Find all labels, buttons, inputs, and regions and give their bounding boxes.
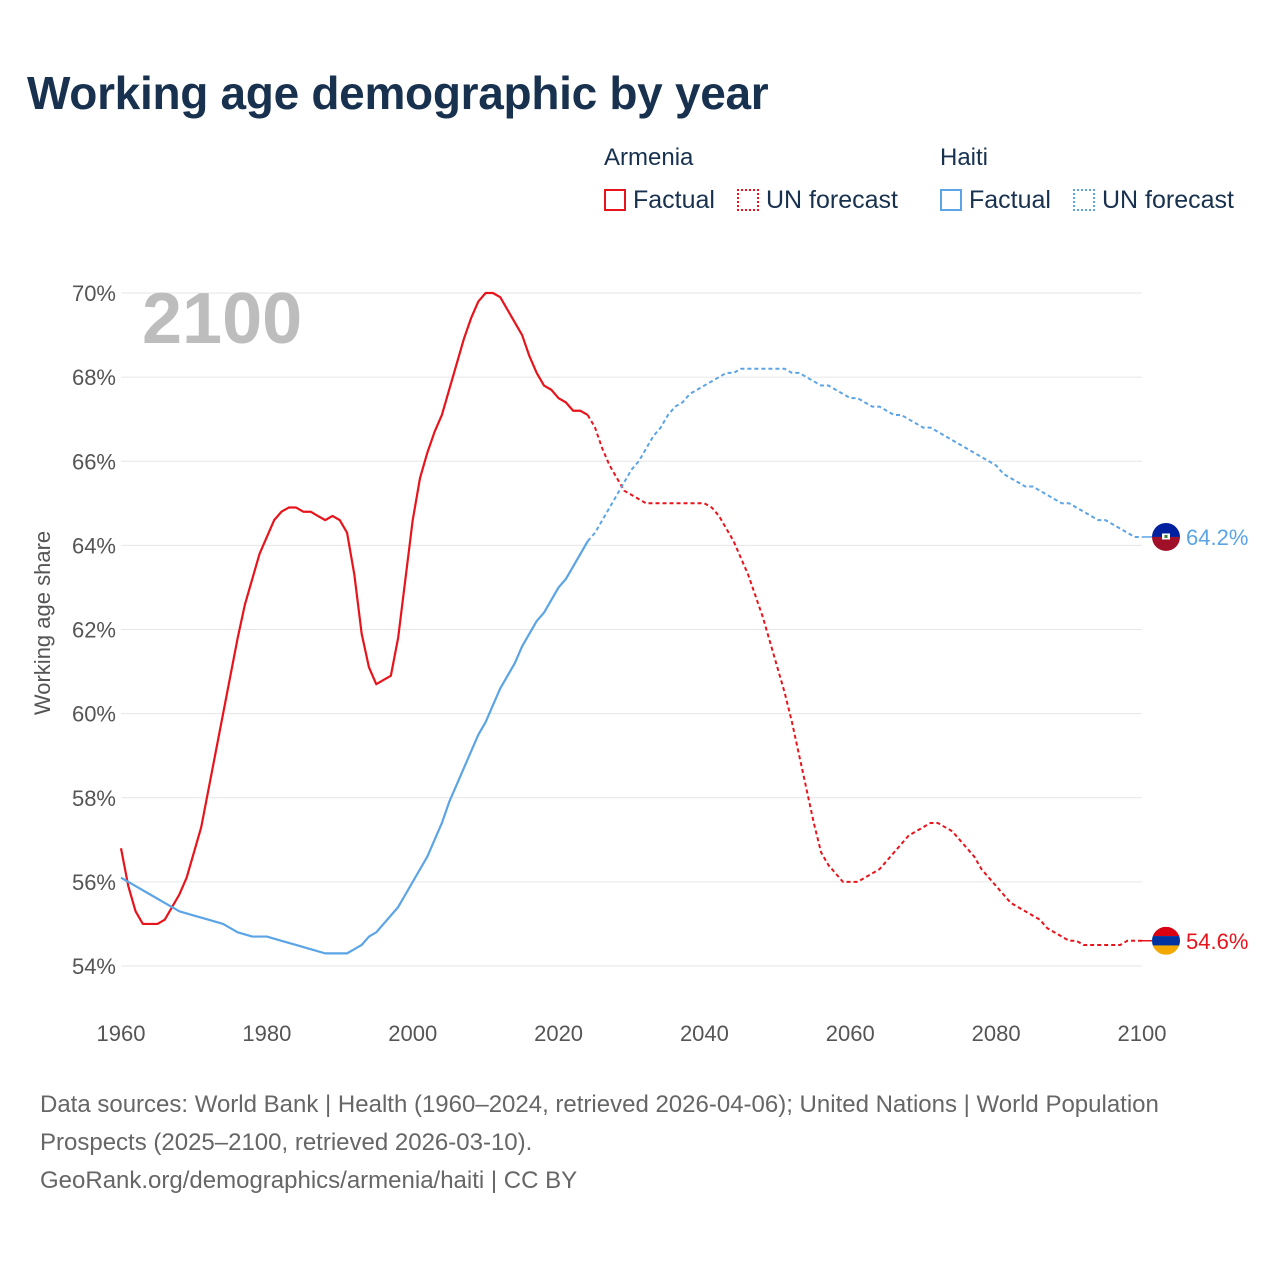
data-sources: Data sources: World Bank | Health (1960–… — [40, 1091, 1159, 1156]
x-tick-label: 2020 — [534, 1021, 583, 1046]
legend-haiti-factual-swatch — [940, 189, 962, 211]
y-tick-label: 64% — [72, 533, 116, 558]
y-tick-label: 56% — [72, 870, 116, 895]
y-tick-label: 66% — [72, 449, 116, 474]
legend-haiti-factual[interactable]: Factual — [940, 185, 1051, 215]
x-tick-label: 2100 — [1118, 1021, 1167, 1046]
haiti-factual-line[interactable] — [120, 540, 589, 955]
legend-haiti-title: Haiti — [940, 144, 989, 171]
y-axis-label: Working age share — [30, 531, 55, 715]
legend-armenia-factual[interactable]: Factual — [604, 185, 715, 215]
x-tick-label: 2000 — [388, 1021, 437, 1046]
attribution[interactable]: GeoRank.org/demographics/armenia/haiti |… — [40, 1167, 578, 1194]
haiti-end-value-label: 64.2% — [1186, 525, 1248, 550]
y-tick-label: 68% — [72, 365, 116, 390]
y-axis-ticks: 54% 56% 58% 60% 62% 64% 66% 68% 70% — [72, 281, 116, 979]
x-tick-label: 1960 — [97, 1021, 146, 1046]
y-tick-label: 60% — [72, 702, 116, 727]
legend-armenia-forecast-label: UN forecast — [766, 185, 898, 214]
series-lines — [119, 291, 1142, 955]
x-tick-label: 2060 — [826, 1021, 875, 1046]
legend-haiti-forecast-swatch — [1073, 189, 1095, 211]
x-axis-ticks: 1960 1980 2000 2020 2040 2060 2080 2100 — [97, 1021, 1167, 1046]
legend-armenia-factual-swatch — [604, 189, 626, 211]
chart-title: Working age demographic by year — [27, 67, 769, 119]
footer: Data sources: World Bank | Health (1960–… — [40, 1086, 1200, 1200]
haiti-forecast-line[interactable] — [586, 367, 1142, 542]
x-tick-label: 2040 — [680, 1021, 729, 1046]
line-chart: 2100 54% 56% 58% 60% 62% 64% 66% 68% 70% 1960 198… — [30, 279, 1248, 1046]
armenia-flag-icon — [1152, 926, 1180, 955]
armenia-end-value-label: 54.6% — [1186, 929, 1248, 954]
y-tick-label: 70% — [72, 281, 116, 306]
haiti-flag-icon — [1152, 522, 1180, 551]
legend-haiti-forecast[interactable]: UN forecast — [1073, 185, 1234, 215]
armenia-forecast-line[interactable] — [586, 414, 1142, 946]
gridlines — [121, 292, 1142, 967]
y-tick-label: 54% — [72, 954, 116, 979]
x-tick-label: 2080 — [972, 1021, 1021, 1046]
year-watermark: 2100 — [142, 279, 302, 359]
armenia-factual-line[interactable] — [119, 291, 589, 926]
legend-haiti-factual-label: Factual — [969, 185, 1051, 214]
y-tick-label: 58% — [72, 786, 116, 811]
legend-armenia-title: Armenia — [604, 144, 694, 171]
legend-armenia-forecast-swatch — [737, 189, 759, 211]
x-tick-label: 1980 — [242, 1021, 291, 1046]
series-end-markers: 54.6% 64.2% — [1142, 522, 1248, 955]
legend-armenia-factual-label: Factual — [633, 185, 715, 214]
legend-haiti-forecast-label: UN forecast — [1102, 185, 1234, 214]
legend-armenia-forecast[interactable]: UN forecast — [737, 185, 898, 215]
y-tick-label: 62% — [72, 618, 116, 643]
